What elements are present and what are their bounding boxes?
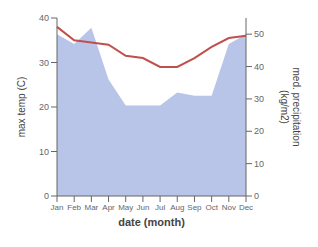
svg-text:Oct: Oct xyxy=(205,203,218,212)
svg-text:10: 10 xyxy=(39,147,49,157)
svg-text:Jun: Jun xyxy=(136,203,149,212)
svg-text:30: 30 xyxy=(254,94,264,104)
svg-text:Sep: Sep xyxy=(187,203,202,212)
svg-text:10: 10 xyxy=(254,159,264,169)
svg-text:40: 40 xyxy=(254,62,264,72)
svg-text:Jan: Jan xyxy=(51,203,64,212)
svg-text:20: 20 xyxy=(254,126,264,136)
svg-text:med. precipitation(kg/m2): med. precipitation(kg/m2) xyxy=(279,68,302,147)
svg-text:Dec: Dec xyxy=(239,203,253,212)
svg-text:Apr: Apr xyxy=(102,203,115,212)
svg-text:Nov: Nov xyxy=(222,203,236,212)
svg-text:Mar: Mar xyxy=(84,203,98,212)
svg-text:max temp (C): max temp (C) xyxy=(16,77,27,138)
svg-text:50: 50 xyxy=(254,29,264,39)
svg-text:20: 20 xyxy=(39,102,49,112)
svg-text:40: 40 xyxy=(39,13,49,23)
svg-text:0: 0 xyxy=(44,191,49,201)
svg-text:0: 0 xyxy=(254,191,259,201)
svg-text:Feb: Feb xyxy=(67,203,81,212)
svg-text:May: May xyxy=(118,203,133,212)
svg-text:Jul: Jul xyxy=(155,203,165,212)
svg-text:30: 30 xyxy=(39,58,49,68)
svg-text:Aug: Aug xyxy=(170,203,184,212)
svg-text:date (month): date (month) xyxy=(118,216,185,228)
